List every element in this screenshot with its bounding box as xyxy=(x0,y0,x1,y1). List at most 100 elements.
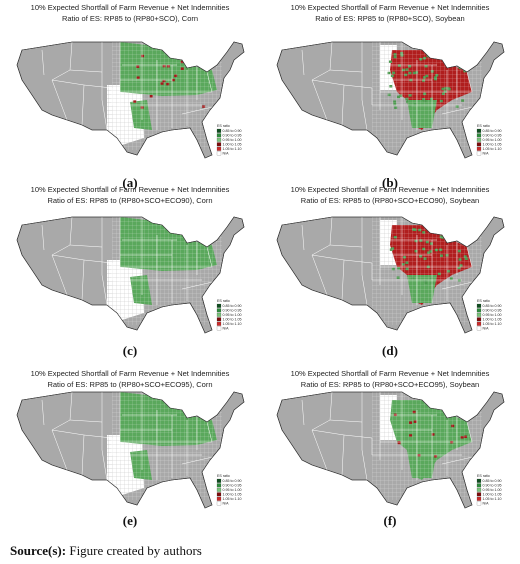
map-panel: 10% Expected Shortfall of Farm Revenue +… xyxy=(16,3,245,190)
us-outline-stroke xyxy=(16,41,245,159)
panel-title: 10% Expected Shortfall of Farm Revenue +… xyxy=(291,185,490,194)
legend-label: 1.05 to 1.10 xyxy=(223,497,242,501)
panel-subtitle: Ratio of ES: RP85 to (RP80+SCO), Soybean xyxy=(315,14,464,23)
map-panel: 10% Expected Shortfall of Farm Revenue +… xyxy=(276,369,505,528)
legend-label: 0.95 to 1.00 xyxy=(223,488,242,492)
state-borders xyxy=(41,392,218,481)
green-county xyxy=(455,228,459,232)
us-outline-stroke xyxy=(16,216,245,334)
source-line: Source(s): Figure created by authors xyxy=(10,543,202,558)
legend-swatch xyxy=(216,496,222,501)
map-panel: 10% Expected Shortfall of Farm Revenue +… xyxy=(16,185,245,358)
legend-label: N/A xyxy=(483,501,490,505)
map-data-layer xyxy=(107,42,222,150)
legend-swatch xyxy=(476,501,482,506)
panel-subtitle: Ratio of ES: RP85 to (RP80+SCO+ECO95), C… xyxy=(47,380,212,389)
legend-label: N/A xyxy=(223,151,230,155)
legend-label: 1.00 to 1.05 xyxy=(483,317,502,321)
legend-swatch xyxy=(216,317,222,322)
legend-title: ES ratio xyxy=(477,474,490,478)
panel-title: 10% Expected Shortfall of Farm Revenue +… xyxy=(31,3,230,12)
legend-swatch xyxy=(476,492,482,497)
green-county xyxy=(459,232,463,236)
legend-swatch xyxy=(476,478,482,483)
green-county xyxy=(436,56,440,60)
panel-label: (d) xyxy=(382,343,398,358)
legend-swatch xyxy=(216,483,222,488)
map-data-layer xyxy=(107,217,222,325)
legend-swatch xyxy=(476,326,482,331)
legend-title: ES ratio xyxy=(217,299,230,303)
legend-label: 0.95 to 1.00 xyxy=(223,138,242,142)
legend-title: ES ratio xyxy=(477,299,490,303)
legend-label: 0.95 to 1.00 xyxy=(483,488,502,492)
legend-label: 1.00 to 1.05 xyxy=(223,317,242,321)
legend-swatch xyxy=(476,128,482,133)
legend-label: 1.05 to 1.10 xyxy=(223,322,242,326)
legend-label: 1.05 to 1.10 xyxy=(483,497,502,501)
state-borders xyxy=(41,42,218,131)
legend-label: 0.85 to 0.90 xyxy=(483,129,502,133)
legend-swatch xyxy=(216,487,222,492)
panel-label: (c) xyxy=(123,343,137,358)
legend-swatch xyxy=(216,308,222,313)
legend-swatch xyxy=(476,142,482,147)
panel-title: 10% Expected Shortfall of Farm Revenue +… xyxy=(291,369,490,378)
legend-label: 0.90 to 0.95 xyxy=(483,308,502,312)
legend-label: 0.85 to 0.90 xyxy=(223,304,242,308)
map-data-layer xyxy=(107,392,222,500)
legend-label: N/A xyxy=(223,501,230,505)
us-outline-stroke xyxy=(276,216,505,334)
legend-swatch xyxy=(476,487,482,492)
legend-label: N/A xyxy=(223,326,230,330)
green-county xyxy=(446,59,450,62)
legend-swatch xyxy=(216,133,222,138)
legend-swatch xyxy=(476,317,482,322)
map-data-layer xyxy=(372,42,482,150)
legend-swatch xyxy=(476,312,482,317)
panel-subtitle: Ratio of ES: RP85 to (RP80+SCO+ECO90), S… xyxy=(301,196,479,205)
panel-label: (e) xyxy=(123,513,137,528)
legend-label: 0.85 to 0.90 xyxy=(483,304,502,308)
map-panel: 10% Expected Shortfall of Farm Revenue +… xyxy=(16,369,245,528)
state-borders xyxy=(41,217,218,306)
panel-subtitle: Ratio of ES: RP85 to (RP80+SCO), Corn xyxy=(62,14,198,23)
legend-label: 1.00 to 1.05 xyxy=(223,142,242,146)
legend-label: 0.95 to 1.00 xyxy=(483,138,502,142)
legend-swatch xyxy=(476,146,482,151)
legend-label: 1.00 to 1.05 xyxy=(483,492,502,496)
legend-swatch xyxy=(476,137,482,142)
state-borders xyxy=(301,392,478,481)
green-county xyxy=(431,53,435,56)
panel-label: (b) xyxy=(382,175,398,190)
panel-title: 10% Expected Shortfall of Farm Revenue +… xyxy=(291,3,490,12)
legend-swatch xyxy=(216,137,222,142)
legend-title: ES ratio xyxy=(217,474,230,478)
legend-label: 0.90 to 0.95 xyxy=(223,133,242,137)
legend-label: 0.90 to 0.95 xyxy=(483,483,502,487)
us-outline-stroke xyxy=(276,41,505,159)
source-text: Figure created by authors xyxy=(69,543,201,558)
legend-swatch xyxy=(216,146,222,151)
source-label: Source(s): xyxy=(10,543,66,558)
legend-swatch xyxy=(216,478,222,483)
panel-label: (a) xyxy=(122,175,137,190)
panel-subtitle: Ratio of ES: RP85 to (RP80+SCO+ECO90), C… xyxy=(47,196,212,205)
legend-label: 0.90 to 0.95 xyxy=(223,483,242,487)
red-county xyxy=(179,56,183,59)
legend-label: 0.90 to 0.95 xyxy=(223,308,242,312)
legend-title: ES ratio xyxy=(217,124,230,128)
us-outline-stroke xyxy=(16,391,245,509)
us-outline-stroke xyxy=(276,391,505,509)
legend-swatch xyxy=(476,303,482,308)
